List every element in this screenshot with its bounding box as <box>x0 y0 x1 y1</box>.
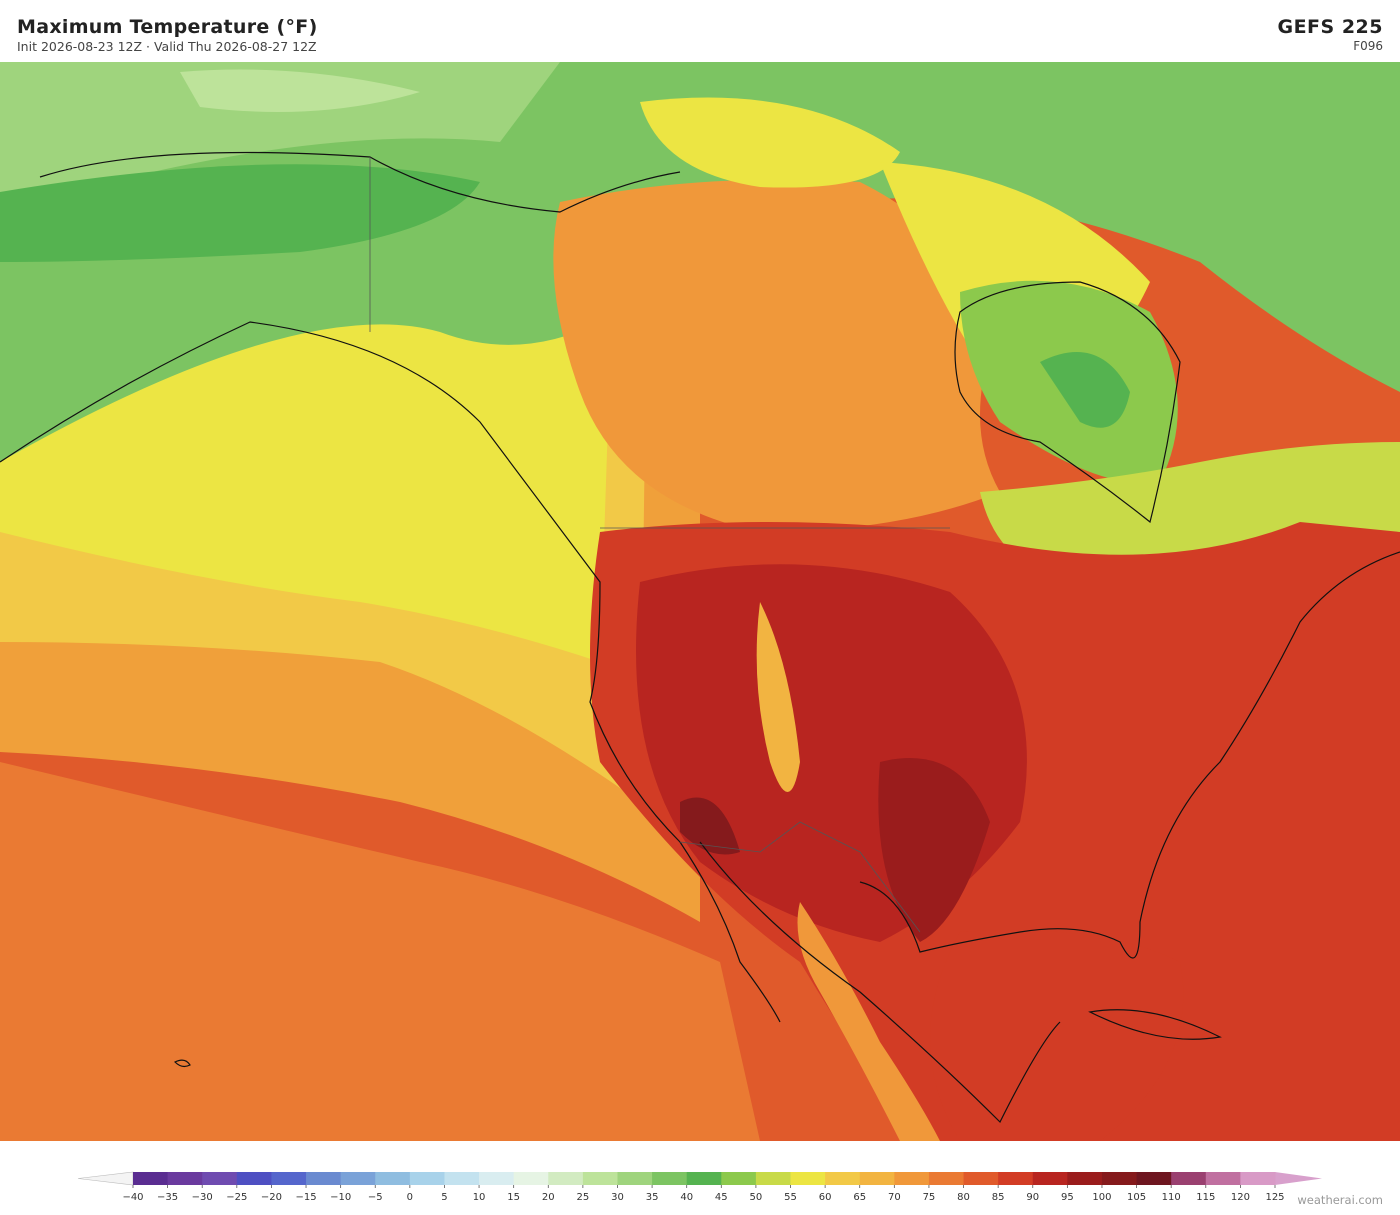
colorbar-tick-label: −25 <box>226 1192 247 1203</box>
colorbar-tick-label: 50 <box>750 1192 763 1203</box>
colorbar-bin <box>375 1172 411 1185</box>
colorbar-bin <box>306 1172 342 1185</box>
watermark: weatherai.com <box>1297 1193 1383 1207</box>
field-45 <box>0 164 480 262</box>
colorbar-tick-label: −35 <box>157 1192 178 1203</box>
field-45b <box>1040 352 1130 428</box>
island <box>1088 1009 1222 1040</box>
colorbar-tick-label: −10 <box>330 1192 351 1203</box>
colorbar-tick-label: 75 <box>923 1192 936 1203</box>
colorbar-bin <box>582 1172 618 1185</box>
colorbar-tick-label: 30 <box>611 1192 624 1203</box>
colorbar-tick-label: 95 <box>1061 1192 1074 1203</box>
colorbar-tick-label: 20 <box>542 1192 555 1203</box>
gulf <box>930 930 1184 1141</box>
colorbar-tick-label: 65 <box>853 1192 866 1203</box>
colorbar-tick-label: 100 <box>1092 1192 1111 1203</box>
colorbar-bin <box>271 1172 307 1185</box>
border <box>679 821 921 933</box>
colorbar-tick-label: −20 <box>261 1192 282 1203</box>
colorbar-bin <box>340 1172 376 1185</box>
colorbar-tick-label: 55 <box>784 1192 797 1203</box>
colorbar-tick-label: 40 <box>680 1192 693 1203</box>
borders <box>369 157 950 933</box>
colorbar-tick-label: 105 <box>1127 1192 1146 1203</box>
colorbar-tick-label: 45 <box>715 1192 728 1203</box>
colorbar-bin <box>859 1172 895 1185</box>
rockies <box>756 602 800 792</box>
colorbar-bin <box>409 1172 445 1185</box>
colorbar-tick-label: −5 <box>368 1192 383 1203</box>
colorbar-tick-label: 25 <box>577 1192 590 1203</box>
colorbar-tick-label: 85 <box>992 1192 1005 1203</box>
colorbar-bin <box>1032 1172 1068 1185</box>
colorbar-bin <box>1205 1172 1241 1185</box>
colorbar-bin <box>1136 1172 1172 1185</box>
colorbar-over <box>1275 1172 1322 1185</box>
colorbar-bin <box>652 1172 688 1185</box>
colorbar-bin <box>548 1172 584 1185</box>
colorbar-bin <box>513 1172 549 1185</box>
subtitle: Init 2026-08-23 12Z · Valid Thu 2026-08-… <box>17 39 317 54</box>
coastline <box>39 151 681 213</box>
field-60b <box>640 97 900 188</box>
colorbar-tick-label: 10 <box>473 1192 486 1203</box>
colorbar-tick-label: −15 <box>295 1192 316 1203</box>
colorbar-tick-label: 15 <box>507 1192 520 1203</box>
colorbar: −40 −35 −30 −25 −20 −15 −10 −5 0 5 10 15 20 25 30 35 40 4… <box>77 1171 1322 1203</box>
colorbar-bin <box>963 1172 999 1185</box>
field-70 <box>553 179 1000 532</box>
colorbar-tick-label: −40 <box>122 1192 143 1203</box>
coastline <box>954 281 1181 524</box>
colorbar-tick-label: 35 <box>646 1192 659 1203</box>
colorbar-bin <box>444 1172 480 1185</box>
colorbar-bin <box>1171 1172 1207 1185</box>
colorbar-tick-label: 5 <box>441 1192 447 1203</box>
colorbar-bin <box>1067 1172 1103 1185</box>
model-label: GEFS 225 <box>1277 16 1383 38</box>
colorbar-tick-label: 60 <box>819 1192 832 1203</box>
coastline <box>0 321 781 1023</box>
colorbar-tick-label: 125 <box>1265 1192 1284 1203</box>
colorbar-bin <box>825 1172 861 1185</box>
colorbar-tick-label: 80 <box>957 1192 970 1203</box>
field-100 <box>680 797 740 855</box>
colorbar-bin <box>928 1172 965 1185</box>
island <box>173 1059 191 1068</box>
colorbar-bin <box>721 1172 757 1185</box>
field-80 <box>0 762 760 1141</box>
colorbar-under <box>77 1171 134 1186</box>
colorbar-bin <box>479 1172 515 1185</box>
title: Maximum Temperature (°F) <box>17 16 318 38</box>
coastline <box>699 841 1061 1124</box>
colorbar-bin <box>1101 1172 1138 1185</box>
colorbar-bin <box>236 1172 272 1185</box>
colorbar-tick-label: 0 <box>407 1192 413 1203</box>
field-40 <box>0 62 1400 462</box>
forecast-hour: F096 <box>1353 39 1383 53</box>
colorbar-tick-label: 70 <box>888 1192 901 1203</box>
colorbar-bin <box>133 1172 169 1185</box>
colorbar-bin <box>755 1172 792 1185</box>
coastlines <box>0 151 1400 1124</box>
map <box>0 62 1400 1141</box>
colorbar-tick-label: 115 <box>1196 1192 1215 1203</box>
sierra-madre <box>797 902 940 1141</box>
field-30 <box>180 69 420 112</box>
colorbar-bin <box>617 1172 653 1185</box>
colorbar-bin <box>686 1172 722 1185</box>
colorbar-tick-label: −30 <box>192 1192 213 1203</box>
colorbar-tick-label: 120 <box>1231 1192 1250 1203</box>
colorbar-bin <box>894 1172 930 1185</box>
colorbar-bin <box>167 1172 203 1185</box>
colorbar-bin <box>790 1172 826 1185</box>
colorbar-bin <box>1240 1172 1276 1185</box>
colorbar-bin <box>998 1172 1034 1185</box>
colorbar-tick-label: 90 <box>1026 1192 1039 1203</box>
colorbar-bin <box>202 1172 238 1185</box>
colorbar-tick-label: 110 <box>1162 1192 1181 1203</box>
coastline <box>859 551 1400 959</box>
field-95 <box>878 758 990 942</box>
